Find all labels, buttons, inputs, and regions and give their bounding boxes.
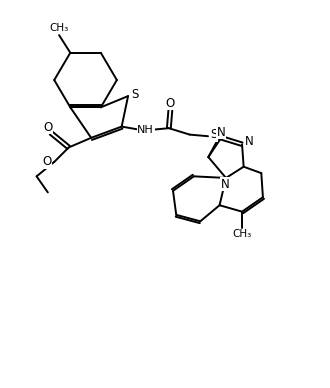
Text: CH₃: CH₃ xyxy=(50,23,69,33)
Text: O: O xyxy=(166,97,175,110)
Text: N: N xyxy=(217,126,225,139)
Text: N: N xyxy=(245,135,253,148)
Text: N: N xyxy=(221,178,230,191)
Text: O: O xyxy=(43,156,52,168)
Text: NH: NH xyxy=(137,125,154,135)
Text: CH₃: CH₃ xyxy=(232,229,252,239)
Text: O: O xyxy=(43,121,52,134)
Text: S: S xyxy=(210,128,217,141)
Text: S: S xyxy=(131,88,139,101)
